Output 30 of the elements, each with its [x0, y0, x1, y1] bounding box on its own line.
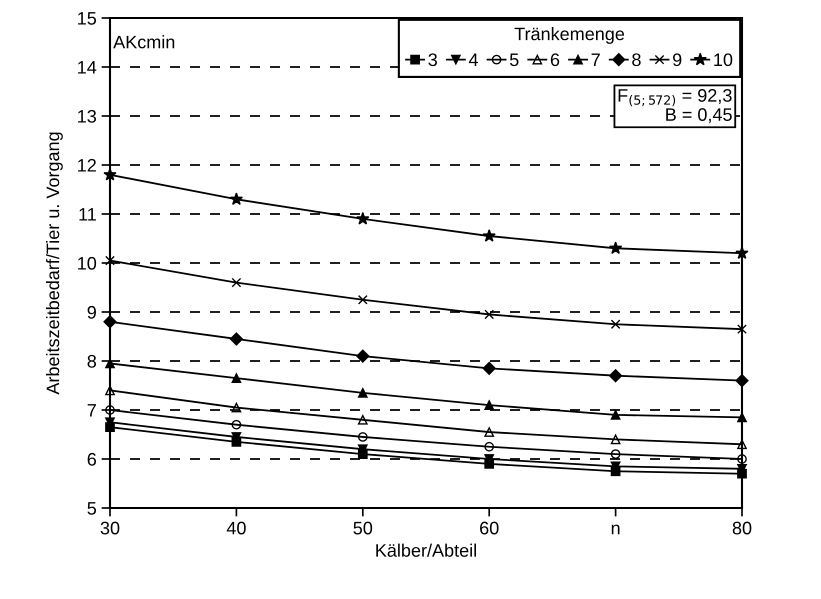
y-tick-label: 15: [78, 12, 96, 25]
y-tick-label: 8: [88, 354, 96, 368]
y-tick-label: 9: [88, 306, 96, 319]
legend-label: 4: [468, 54, 478, 66]
y-tick-label: 6: [88, 452, 96, 466]
x-tick-label: 50: [353, 522, 372, 534]
legend-label: 6: [550, 53, 560, 66]
y-tick-label: 12: [78, 158, 96, 172]
legend-label: 5: [510, 54, 518, 66]
y-tick-label: 13: [78, 110, 96, 123]
y-tick-label: 10: [78, 256, 96, 270]
y-axis-title: Arbeitszeitbedarf/Tier u. Vorgang: [46, 132, 63, 395]
legend-label: 7: [592, 54, 600, 66]
x-tick-label: 80: [732, 522, 752, 534]
legend-title: Tränkemenge: [514, 27, 624, 44]
y-tick-label: 14: [78, 61, 96, 74]
annotation: AKcmin: [113, 35, 174, 48]
x-tick-label: 30: [100, 522, 120, 534]
y-tick-label: 11: [79, 208, 96, 221]
x-axis-title: Kälber/Abteil: [376, 544, 476, 557]
legend-label: 8: [632, 53, 641, 66]
annotation: F$_{(5;572)}$ = 92,3 B = 0,45: [618, 89, 732, 124]
legend-label: 10: [714, 53, 732, 66]
x-tick-label: 40: [226, 522, 246, 534]
legend-label: 3: [428, 53, 437, 66]
y-tick-label: 7: [88, 404, 96, 417]
x-tick-label: n: [612, 524, 620, 534]
y-tick-label: 5: [87, 502, 96, 515]
legend-label: 9: [673, 53, 682, 66]
x-tick-label: 60: [480, 522, 499, 534]
